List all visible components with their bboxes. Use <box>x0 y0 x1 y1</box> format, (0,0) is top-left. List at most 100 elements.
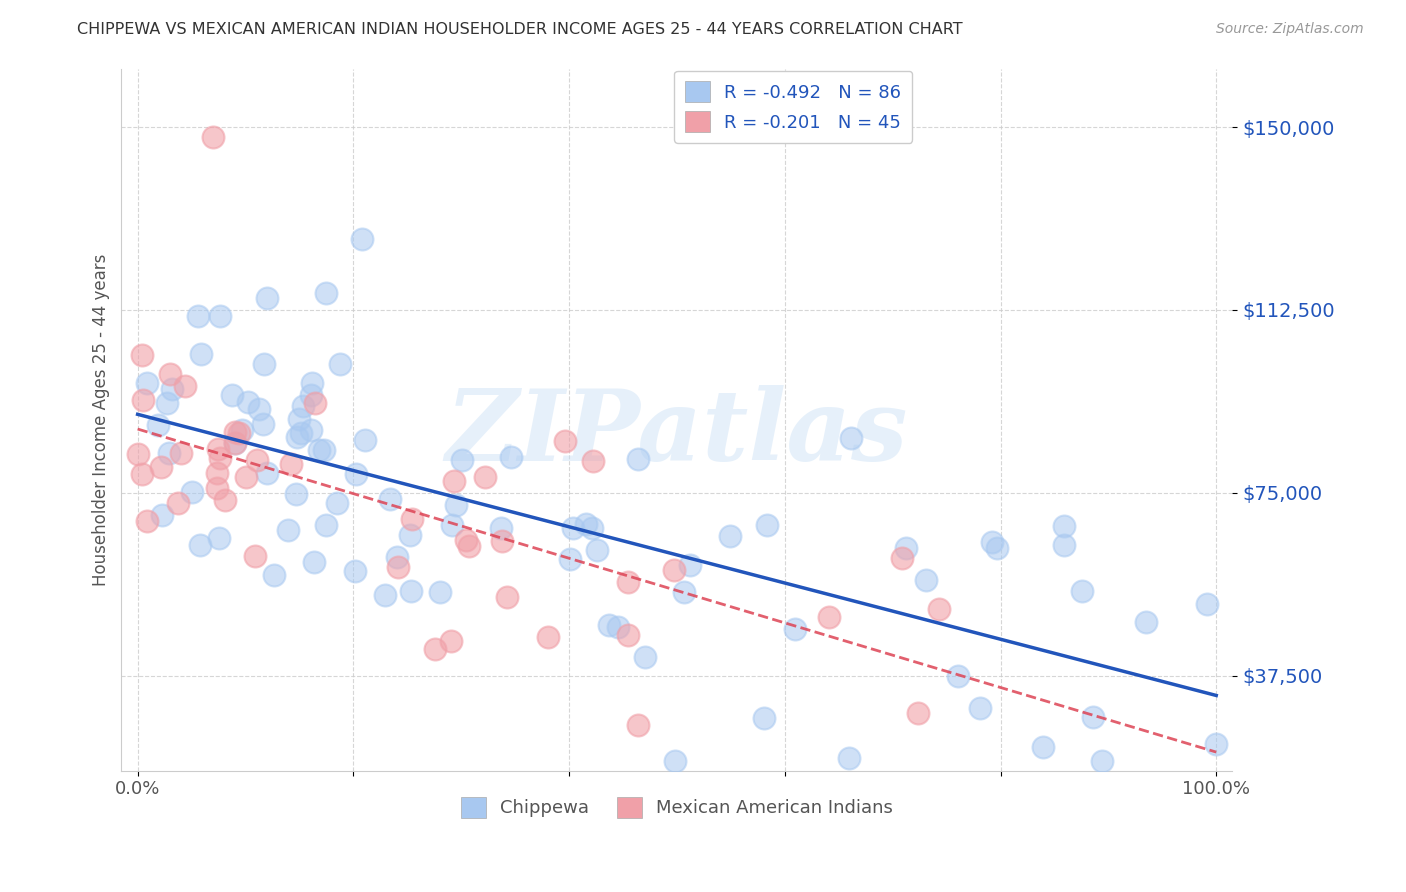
Point <box>325 496 347 510</box>
Point <box>1205 737 1227 751</box>
Point <box>253 358 276 372</box>
Point <box>160 382 183 396</box>
Text: ZIPatlas: ZIPatlas <box>446 385 908 482</box>
Point <box>243 549 266 564</box>
Point <box>457 539 479 553</box>
Point <box>1053 519 1076 533</box>
Point <box>173 378 195 392</box>
Point <box>672 585 695 599</box>
Point <box>135 515 157 529</box>
Point <box>150 508 173 523</box>
Point <box>166 496 188 510</box>
Point <box>135 376 157 391</box>
Point <box>586 543 609 558</box>
Point <box>575 516 598 531</box>
Point <box>285 486 308 500</box>
Point <box>224 425 246 439</box>
Point <box>188 538 211 552</box>
Point <box>581 521 603 535</box>
Point <box>208 531 231 545</box>
Point <box>346 467 368 482</box>
Point <box>205 466 228 480</box>
Point <box>627 718 650 732</box>
Point <box>718 529 741 543</box>
Point <box>208 451 231 466</box>
Text: CHIPPEWA VS MEXICAN AMERICAN INDIAN HOUSEHOLDER INCOME AGES 25 - 44 YEARS CORREL: CHIPPEWA VS MEXICAN AMERICAN INDIAN HOUS… <box>77 22 963 37</box>
Point <box>914 573 936 587</box>
Point <box>662 563 685 577</box>
Point <box>290 426 312 441</box>
Point <box>246 452 269 467</box>
Point <box>224 435 246 450</box>
Point <box>344 565 367 579</box>
Point <box>302 555 325 569</box>
Point <box>554 434 576 448</box>
Point <box>352 232 374 246</box>
Point <box>537 631 560 645</box>
Point <box>280 458 302 472</box>
Point <box>1071 583 1094 598</box>
Point <box>190 347 212 361</box>
Point <box>315 286 337 301</box>
Point <box>181 484 204 499</box>
Point <box>146 417 169 432</box>
Point <box>928 602 950 616</box>
Point <box>329 357 352 371</box>
Point <box>499 450 522 464</box>
Point <box>385 549 408 564</box>
Point <box>169 446 191 460</box>
Point <box>127 447 149 461</box>
Point <box>399 584 422 599</box>
Point <box>202 129 225 144</box>
Point <box>818 610 841 624</box>
Point <box>378 491 401 506</box>
Point <box>1135 615 1157 629</box>
Point <box>207 442 229 457</box>
Legend: Chippewa, Mexican American Indians: Chippewa, Mexican American Indians <box>454 789 900 825</box>
Point <box>1083 709 1105 723</box>
Point <box>907 706 929 720</box>
Point <box>285 430 308 444</box>
Point <box>231 423 253 437</box>
Point <box>582 454 605 468</box>
Point <box>299 423 322 437</box>
Point <box>387 560 409 574</box>
Point <box>156 396 179 410</box>
Point <box>491 534 513 549</box>
Point <box>443 474 465 488</box>
Point <box>451 453 474 467</box>
Point <box>308 442 330 457</box>
Point <box>946 669 969 683</box>
Point <box>754 710 776 724</box>
Y-axis label: Householder Income Ages 25 - 44 years: Householder Income Ages 25 - 44 years <box>93 253 110 586</box>
Point <box>491 521 513 535</box>
Point <box>374 588 396 602</box>
Point <box>401 512 423 526</box>
Point <box>263 567 285 582</box>
Point <box>235 470 257 484</box>
Point <box>425 642 447 657</box>
Point <box>429 585 451 599</box>
Point <box>354 433 377 447</box>
Point <box>304 395 326 409</box>
Point <box>598 618 620 632</box>
Point <box>301 376 323 390</box>
Point <box>288 412 311 426</box>
Point <box>315 517 337 532</box>
Point <box>440 633 463 648</box>
Point <box>617 627 640 641</box>
Point <box>606 620 628 634</box>
Point <box>299 388 322 402</box>
Point <box>969 701 991 715</box>
Point <box>474 470 496 484</box>
Point <box>664 754 686 768</box>
Point <box>890 550 912 565</box>
Point <box>562 521 585 535</box>
Point <box>627 451 650 466</box>
Point <box>205 481 228 495</box>
Point <box>221 388 243 402</box>
Point <box>839 431 862 445</box>
Point <box>132 393 155 408</box>
Point <box>247 402 270 417</box>
Point <box>496 590 519 604</box>
